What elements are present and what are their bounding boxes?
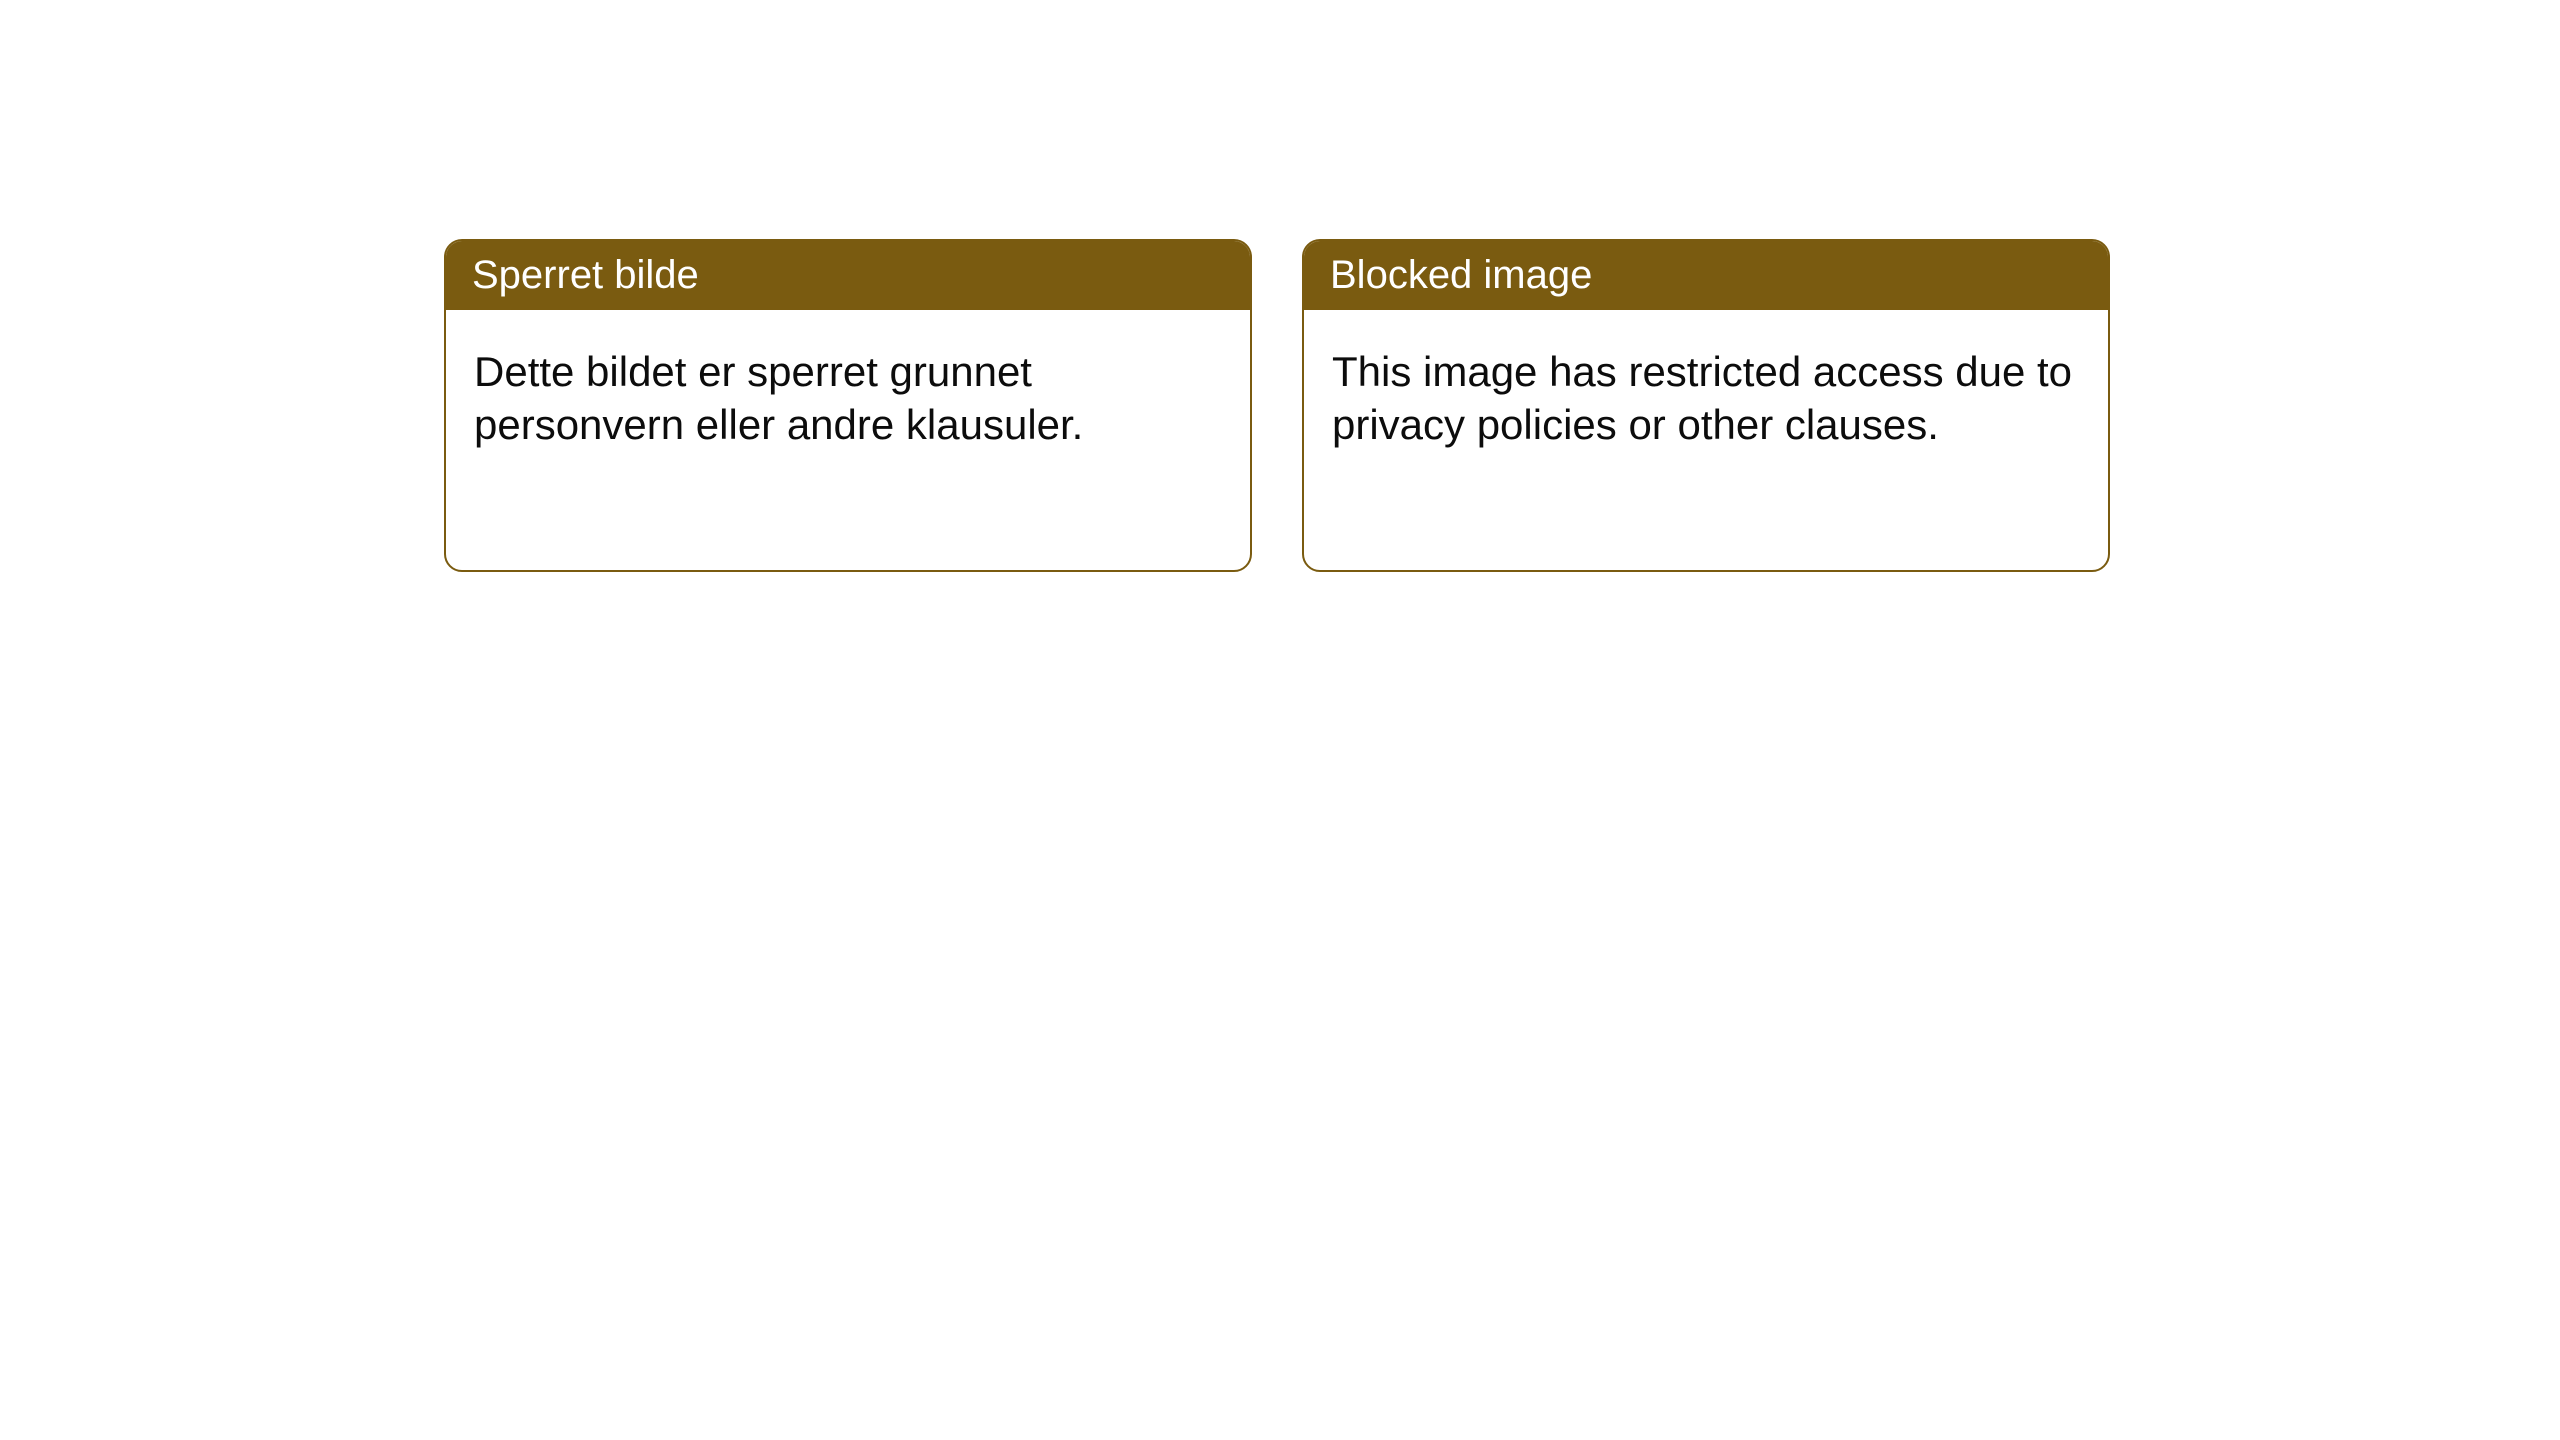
card-message-no: Dette bildet er sperret grunnet personve… bbox=[474, 348, 1083, 448]
card-body-en: This image has restricted access due to … bbox=[1304, 310, 2108, 487]
card-header-en: Blocked image bbox=[1304, 241, 2108, 310]
card-header-no: Sperret bilde bbox=[446, 241, 1250, 310]
blocked-image-card-no: Sperret bilde Dette bildet er sperret gr… bbox=[444, 239, 1252, 572]
card-title-en: Blocked image bbox=[1330, 253, 1592, 297]
blocked-image-card-en: Blocked image This image has restricted … bbox=[1302, 239, 2110, 572]
notice-container: Sperret bilde Dette bildet er sperret gr… bbox=[444, 239, 2110, 572]
card-body-no: Dette bildet er sperret grunnet personve… bbox=[446, 310, 1250, 487]
card-message-en: This image has restricted access due to … bbox=[1332, 348, 2072, 448]
card-title-no: Sperret bilde bbox=[472, 253, 699, 297]
